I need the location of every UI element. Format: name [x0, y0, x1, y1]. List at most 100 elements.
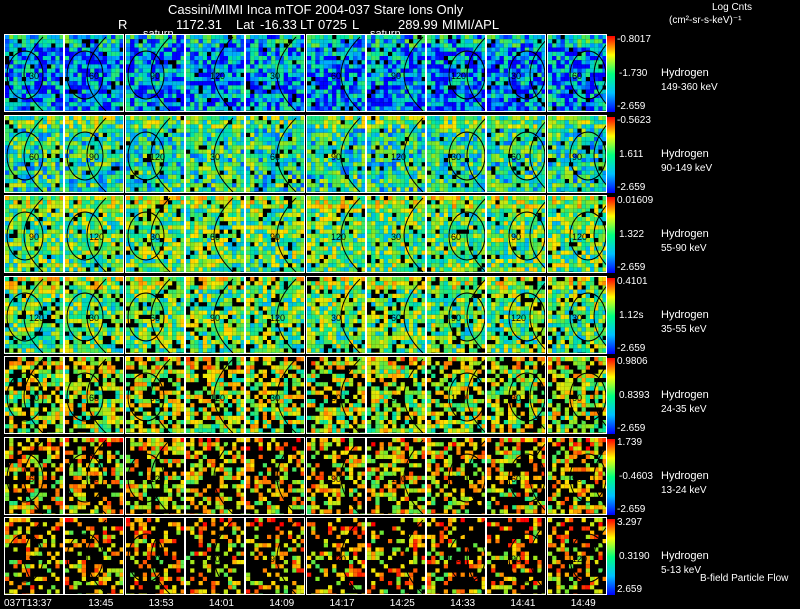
pixel [154, 186, 160, 192]
pixel [175, 43, 181, 48]
pixel [448, 119, 453, 124]
pixel [98, 144, 104, 150]
pixel [98, 115, 104, 120]
pixel [421, 178, 425, 183]
pixel [246, 140, 251, 145]
pixel [142, 56, 147, 61]
pixel [258, 56, 263, 61]
pixel-map: 60 [487, 115, 546, 192]
pixel [82, 47, 87, 52]
pixel [443, 186, 449, 192]
pixel [34, 72, 39, 77]
pixel [348, 165, 353, 171]
pixel [211, 182, 216, 187]
pixel [232, 128, 237, 133]
pixel [602, 60, 606, 65]
pixel [55, 47, 60, 52]
pixel [219, 106, 224, 111]
pixel [94, 115, 99, 120]
pixel [572, 106, 578, 111]
pixel [258, 47, 263, 52]
pixel [111, 174, 116, 179]
pixel [533, 98, 538, 103]
pixel [223, 161, 228, 166]
pixel [163, 85, 168, 90]
pixel [379, 85, 384, 90]
pixel [366, 35, 371, 40]
pixel [477, 51, 482, 56]
pixel [223, 106, 228, 111]
pixel [240, 39, 244, 44]
pixel [283, 93, 289, 98]
pixel [98, 68, 104, 73]
pixel [288, 81, 293, 86]
pixel [404, 68, 409, 73]
pixel [262, 98, 268, 103]
pixel [375, 161, 380, 166]
pixel [396, 60, 401, 65]
pixel [520, 77, 526, 82]
pixel [59, 72, 63, 77]
pixel [331, 115, 336, 120]
pixel [194, 85, 199, 90]
pixel [21, 128, 26, 133]
pixel [98, 182, 104, 187]
pixel [142, 149, 147, 154]
pixel [431, 102, 436, 107]
pixel [504, 115, 509, 120]
pixel [310, 115, 315, 120]
pixel [593, 106, 599, 111]
pixel [375, 102, 380, 107]
pixel [456, 182, 461, 187]
pixel [171, 132, 176, 137]
pixel [159, 110, 164, 111]
contour-line [127, 131, 165, 180]
pixel [254, 43, 259, 48]
pixel [356, 64, 362, 69]
pixel [42, 85, 47, 90]
pixel [417, 115, 422, 120]
pixel [300, 98, 305, 103]
pixel [215, 102, 220, 107]
pixel [111, 72, 116, 77]
pixel [185, 93, 191, 98]
pixel [344, 110, 349, 111]
pixel [487, 106, 492, 111]
pixel [344, 149, 349, 154]
pixel [306, 170, 311, 175]
pixel [495, 110, 500, 111]
pixel [412, 72, 418, 77]
pixel [456, 123, 461, 129]
pixel [146, 136, 151, 141]
pixel [279, 136, 284, 141]
pixel [469, 153, 474, 158]
pixel [404, 191, 409, 192]
pixel [283, 51, 289, 56]
pixel [115, 72, 120, 77]
pixel [51, 182, 56, 187]
pixel [400, 128, 405, 133]
pixel [5, 170, 10, 175]
pixel [77, 140, 83, 145]
pixel [283, 89, 289, 94]
pixel [17, 110, 22, 111]
pixel [30, 182, 35, 187]
pixel [391, 191, 397, 192]
contour-line [593, 44, 606, 105]
pixel [171, 178, 176, 183]
pixel [73, 102, 78, 107]
pixel [327, 93, 332, 98]
pixel [448, 93, 453, 98]
pixel [86, 85, 91, 90]
pixel [487, 56, 492, 61]
pixel [335, 128, 341, 133]
pixel [38, 132, 43, 137]
pixel [133, 191, 139, 192]
pixel [271, 68, 276, 73]
pixel [379, 161, 384, 166]
pixel [154, 132, 160, 137]
pixel [175, 110, 181, 111]
pixel [111, 68, 116, 73]
pixel [327, 182, 332, 187]
pixel [379, 132, 384, 137]
